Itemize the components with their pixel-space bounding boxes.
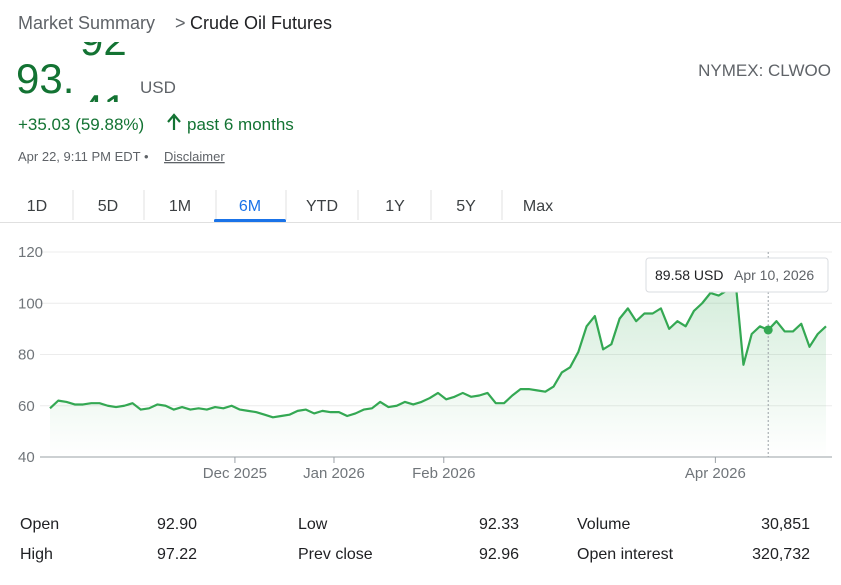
- breadcrumb[interactable]: Market Summary: [18, 13, 155, 33]
- y-tick-label: 60: [18, 398, 35, 415]
- stat-label: Open: [20, 516, 59, 533]
- area: [50, 277, 826, 457]
- x-tick-label: Apr 2026: [685, 465, 746, 482]
- tab[interactable]: 1D: [27, 198, 47, 215]
- tab[interactable]: 5Y: [456, 198, 476, 215]
- y-tick-label: 80: [18, 347, 35, 364]
- x-tick-label: Feb 2026: [412, 465, 475, 482]
- tab[interactable]: 6M: [239, 198, 261, 215]
- separator: >: [175, 13, 186, 33]
- exchange: NYMEX: CLWOO: [698, 61, 831, 80]
- price-rolling: 92: [80, 17, 127, 64]
- tab[interactable]: Max: [523, 198, 553, 215]
- stat-value: 320,732: [752, 546, 810, 563]
- currency: USD: [140, 78, 176, 97]
- y-tick-label: 40: [18, 449, 35, 466]
- y-tick-label: 100: [18, 295, 43, 312]
- up-arrow: [167, 113, 181, 130]
- stat-label: Prev close: [298, 546, 373, 563]
- stat-value: 92.33: [479, 516, 519, 533]
- line: [49, 276, 827, 419]
- tab[interactable]: 1Y: [385, 198, 405, 215]
- title: Crude Oil Futures: [190, 13, 332, 33]
- y-tick-label: 120: [18, 244, 43, 261]
- change: +35.03 (59.88%): [18, 115, 144, 134]
- hover-dot: [763, 325, 773, 335]
- stat-label: High: [20, 546, 53, 563]
- stat-value: 92.90: [157, 516, 197, 533]
- tooltip-date: Apr 10, 2026: [734, 267, 814, 283]
- tab-indicator: [214, 219, 286, 223]
- disclaimer[interactable]: Disclaimer: [164, 149, 225, 164]
- stat-value: 92.96: [479, 546, 519, 563]
- tooltip-price: 89.58 USD: [655, 267, 723, 283]
- price-rolling: 41: [80, 86, 127, 133]
- stat-label: Low: [298, 516, 328, 533]
- timestamp: Apr 22, 9:11 PM EDT •: [18, 149, 149, 164]
- change-period: past 6 months: [187, 115, 294, 134]
- tab[interactable]: 1M: [169, 198, 191, 215]
- stat-value: 30,851: [761, 516, 810, 533]
- stat-label: Open interest: [577, 546, 674, 563]
- stat-label: Volume: [577, 516, 630, 533]
- x-tick-label: Jan 2026: [303, 465, 365, 482]
- tab[interactable]: 5D: [98, 198, 118, 215]
- stat-value: 97.22: [157, 546, 197, 563]
- x-tick-label: Dec 2025: [203, 465, 267, 482]
- price: 93.: [16, 55, 74, 102]
- tooltip: [645, 257, 829, 293]
- tab[interactable]: YTD: [306, 198, 338, 215]
